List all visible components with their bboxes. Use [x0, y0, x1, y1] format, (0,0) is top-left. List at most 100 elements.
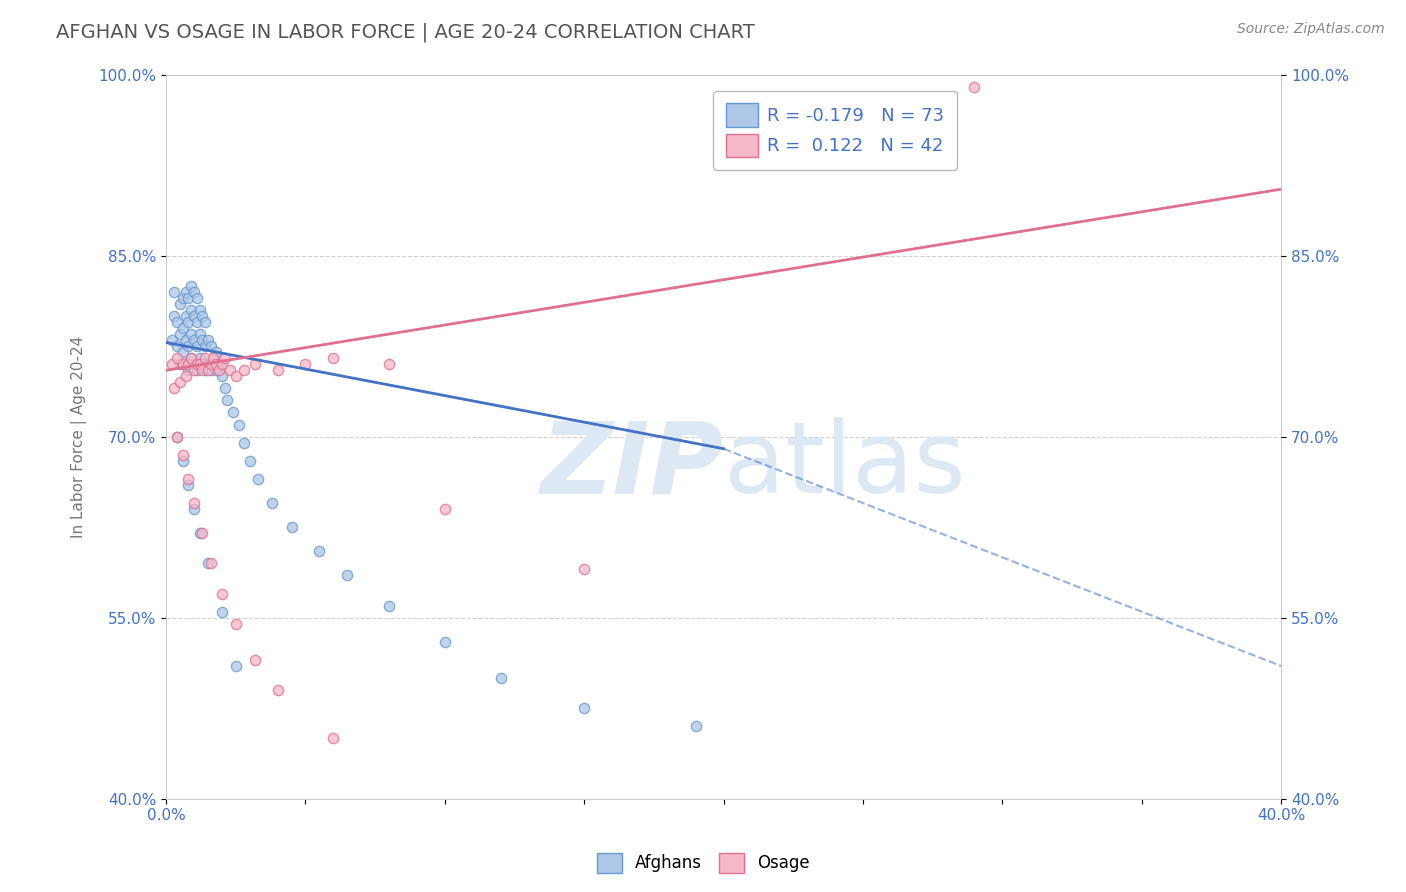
Point	[266, 683, 288, 698]
Point	[233, 363, 256, 377]
Point	[194, 363, 217, 377]
Point	[174, 285, 197, 299]
Point	[197, 363, 219, 377]
Point	[685, 719, 707, 733]
Point	[186, 315, 208, 329]
Point	[225, 369, 247, 384]
Point	[186, 339, 208, 353]
Point	[574, 562, 596, 576]
Point	[177, 315, 200, 329]
Point	[219, 363, 242, 377]
Point	[211, 605, 233, 619]
Point	[174, 357, 197, 371]
Point	[174, 333, 197, 347]
Point	[200, 357, 222, 371]
Point	[188, 357, 211, 371]
Point	[180, 326, 202, 341]
Point	[177, 357, 200, 371]
Point	[228, 417, 250, 432]
Point	[160, 333, 183, 347]
Point	[336, 568, 359, 582]
Point	[205, 357, 228, 371]
Point	[188, 526, 211, 541]
Point	[186, 291, 208, 305]
Point	[191, 333, 214, 347]
Point	[217, 393, 239, 408]
Point	[163, 309, 186, 323]
Point	[160, 357, 183, 371]
Point	[225, 616, 247, 631]
Point	[211, 357, 233, 371]
Point	[177, 363, 200, 377]
Point	[239, 454, 262, 468]
Point	[214, 381, 236, 395]
Point	[202, 351, 225, 366]
Point	[169, 297, 191, 311]
Point	[188, 351, 211, 366]
Point	[322, 731, 344, 746]
Point	[166, 351, 188, 366]
Point	[186, 357, 208, 371]
Point	[214, 351, 236, 366]
Point	[208, 363, 231, 377]
Point	[177, 472, 200, 486]
Point	[378, 357, 401, 371]
Point	[294, 357, 316, 371]
Point	[489, 671, 512, 685]
Point	[163, 285, 186, 299]
Text: AFGHAN VS OSAGE IN LABOR FORCE | AGE 20-24 CORRELATION CHART: AFGHAN VS OSAGE IN LABOR FORCE | AGE 20-…	[56, 22, 755, 42]
Point	[200, 339, 222, 353]
Point	[197, 357, 219, 371]
Point	[166, 339, 188, 353]
Point	[180, 302, 202, 317]
Point	[188, 302, 211, 317]
Point	[225, 659, 247, 673]
Point	[433, 502, 456, 516]
Point	[166, 430, 188, 444]
Point	[172, 291, 194, 305]
Point	[183, 363, 205, 377]
Point	[308, 544, 330, 558]
Point	[191, 526, 214, 541]
Point	[322, 351, 344, 366]
Point	[200, 363, 222, 377]
Point	[205, 363, 228, 377]
Point	[172, 448, 194, 462]
Point	[378, 599, 401, 613]
Point	[194, 339, 217, 353]
Legend: Afghans, Osage: Afghans, Osage	[591, 847, 815, 880]
Point	[280, 520, 302, 534]
Point	[197, 333, 219, 347]
Point	[172, 345, 194, 359]
Point	[191, 357, 214, 371]
Point	[191, 309, 214, 323]
Point	[177, 291, 200, 305]
Point	[188, 326, 211, 341]
Point	[183, 357, 205, 371]
Point	[183, 502, 205, 516]
Point	[174, 369, 197, 384]
Point	[202, 357, 225, 371]
Text: Source: ZipAtlas.com: Source: ZipAtlas.com	[1237, 22, 1385, 37]
Point	[245, 653, 267, 667]
Point	[174, 309, 197, 323]
Point	[172, 321, 194, 335]
Point	[183, 309, 205, 323]
Point	[247, 472, 270, 486]
Y-axis label: In Labor Force | Age 20-24: In Labor Force | Age 20-24	[72, 335, 87, 538]
Point	[180, 351, 202, 366]
Point	[169, 326, 191, 341]
Point	[211, 586, 233, 600]
Point	[233, 435, 256, 450]
Point	[260, 496, 283, 510]
Point	[169, 376, 191, 390]
Point	[197, 557, 219, 571]
Point	[194, 351, 217, 366]
Point	[172, 454, 194, 468]
Point	[186, 363, 208, 377]
Point	[166, 315, 188, 329]
Point	[169, 357, 191, 371]
Point	[180, 278, 202, 293]
Point	[183, 285, 205, 299]
Point	[433, 635, 456, 649]
